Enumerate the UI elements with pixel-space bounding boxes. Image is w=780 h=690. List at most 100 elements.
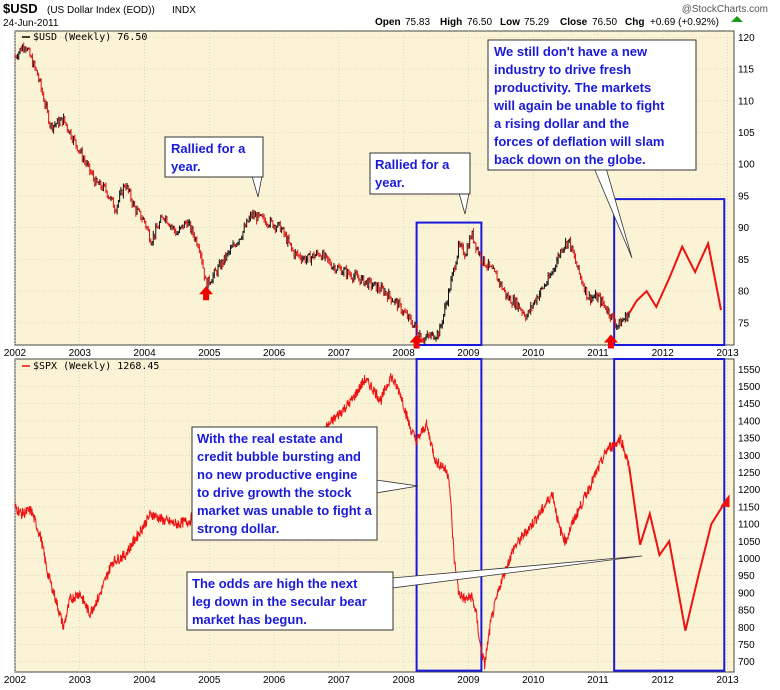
usd-y-ticks: 75 80 85 90 95 100 105 110 115 120 bbox=[738, 33, 755, 329]
exchange-label: INDX bbox=[172, 5, 196, 16]
up-arrow-icon bbox=[603, 334, 618, 349]
x-tick-label: 2002 bbox=[4, 348, 27, 359]
x-tick-label: 2004 bbox=[133, 675, 156, 686]
high-label: High bbox=[440, 17, 462, 28]
x-tick-label: 2008 bbox=[393, 348, 416, 359]
spx-highlight-boxes bbox=[415, 358, 726, 672]
x-tick-label: 2005 bbox=[198, 675, 221, 686]
date-label: 24-Jun-2011 bbox=[3, 18, 59, 29]
callout-rallied-1-text: Rallied for a year. bbox=[171, 141, 249, 174]
x-tick-label: 2010 bbox=[522, 675, 545, 686]
y-tick-label: 1250 bbox=[738, 468, 761, 479]
x-tick-label: 2013 bbox=[716, 348, 739, 359]
y-tick-label: 110 bbox=[738, 96, 754, 107]
callout-productivity bbox=[487, 39, 697, 171]
close-label: Close bbox=[560, 17, 588, 28]
high-value: 76.50 bbox=[467, 17, 492, 28]
x-tick-label: 2013 bbox=[716, 675, 739, 686]
y-tick-label: 90 bbox=[738, 223, 750, 234]
y-tick-label: 800 bbox=[738, 623, 755, 634]
chg-value: +0.69 (+0.92%) bbox=[650, 17, 719, 28]
watermark: @StockCharts.com bbox=[682, 4, 768, 15]
projection-line bbox=[628, 240, 722, 314]
callout-bubble bbox=[191, 426, 378, 541]
y-tick-label: 750 bbox=[738, 640, 755, 651]
usd-markers bbox=[199, 286, 618, 349]
x-tick-label: 2012 bbox=[652, 348, 675, 359]
y-tick-label: 950 bbox=[738, 571, 755, 582]
y-tick-label: 80 bbox=[738, 287, 750, 298]
up-triangle-icon bbox=[731, 16, 743, 22]
low-label: Low bbox=[500, 17, 520, 28]
x-tick-label: 2009 bbox=[457, 348, 480, 359]
x-tick-label: 2006 bbox=[263, 348, 286, 359]
up-arrow-icon bbox=[199, 286, 214, 301]
y-tick-label: 1550 bbox=[738, 365, 761, 376]
x-tick-label: 2005 bbox=[198, 348, 221, 359]
spx-legend: $SPX (Weekly) 1268.45 bbox=[33, 361, 159, 372]
y-tick-label: 1400 bbox=[738, 416, 761, 427]
callout-rallied-1 bbox=[164, 136, 264, 178]
y-tick-label: 85 bbox=[738, 255, 750, 266]
usd-highlight-boxes bbox=[415, 198, 726, 346]
y-tick-label: 900 bbox=[738, 588, 755, 599]
x-tick-label: 2003 bbox=[69, 675, 92, 686]
usd-projection bbox=[628, 240, 722, 314]
close-value: 76.50 bbox=[592, 17, 617, 28]
annotation-callouts: Rallied for a year. Rallied for a year. … bbox=[164, 39, 697, 631]
y-tick-label: 1300 bbox=[738, 451, 761, 462]
y-tick-label: 1200 bbox=[738, 485, 761, 496]
usd-x-ticks: 2002 2003 2004 2005 2006 2007 2008 2009 2010 2011… bbox=[4, 348, 739, 359]
low-value: 75.29 bbox=[524, 17, 549, 28]
x-tick-label: 2010 bbox=[522, 348, 545, 359]
spx-x-ticks: 2002 2003 2004 2005 2006 2007 2008 2009 2010 2011… bbox=[4, 675, 739, 686]
y-tick-label: 120 bbox=[738, 33, 755, 44]
open-value: 75.83 bbox=[405, 17, 430, 28]
chg-label: Chg bbox=[625, 17, 644, 28]
x-tick-label: 2008 bbox=[393, 675, 416, 686]
callout-productivity-text: We still don't have a new industry to dr… bbox=[493, 44, 668, 167]
x-tick-label: 2004 bbox=[133, 348, 156, 359]
usd-legend: $USD (Weekly) 76.50 bbox=[33, 32, 147, 43]
y-tick-label: 105 bbox=[738, 128, 755, 139]
open-label: Open bbox=[375, 17, 401, 28]
y-tick-label: 1050 bbox=[738, 537, 761, 548]
callout-rallied-2 bbox=[369, 152, 471, 195]
projection-arrowhead bbox=[720, 494, 730, 508]
x-tick-label: 2007 bbox=[328, 348, 351, 359]
callout-bubble-text: With the real estate and credit bubble b… bbox=[197, 431, 375, 536]
x-tick-label: 2003 bbox=[69, 348, 92, 359]
x-tick-label: 2002 bbox=[4, 675, 27, 686]
y-tick-label: 1450 bbox=[738, 399, 761, 410]
y-tick-label: 1500 bbox=[738, 382, 761, 393]
callout-bear-market bbox=[186, 571, 394, 631]
x-tick-label: 2009 bbox=[457, 675, 480, 686]
spx-projection bbox=[628, 466, 730, 631]
x-tick-label: 2011 bbox=[587, 675, 609, 686]
y-tick-label: 700 bbox=[738, 657, 755, 668]
x-tick-label: 2007 bbox=[328, 675, 351, 686]
symbol-label: $USD bbox=[3, 1, 38, 16]
y-tick-label: 75 bbox=[738, 318, 750, 329]
highlight-box bbox=[415, 358, 483, 672]
callout-bear-market-text: The odds are high the next leg down in t… bbox=[192, 576, 370, 627]
y-tick-label: 100 bbox=[738, 160, 755, 171]
up-arrow-icon bbox=[409, 334, 424, 349]
spx-panel: 700 750 800 850 900 950 1000 1050 1100 1150 1200 12… bbox=[4, 358, 761, 686]
highlight-box bbox=[613, 358, 726, 672]
x-tick-label: 2006 bbox=[263, 675, 286, 686]
projection-line bbox=[628, 466, 729, 631]
y-tick-label: 1000 bbox=[738, 554, 761, 565]
spx-y-ticks: 700 750 800 850 900 950 1000 1050 1100 1150 1200 12… bbox=[738, 365, 761, 668]
usd-price-bars bbox=[14, 42, 631, 345]
x-tick-label: 2012 bbox=[652, 675, 675, 686]
y-tick-label: 850 bbox=[738, 606, 755, 617]
highlight-box bbox=[415, 221, 483, 346]
y-tick-label: 1350 bbox=[738, 434, 761, 445]
x-tick-label: 2011 bbox=[587, 348, 609, 359]
y-tick-label: 1100 bbox=[738, 520, 760, 531]
highlight-box bbox=[613, 198, 726, 346]
y-tick-label: 95 bbox=[738, 191, 750, 202]
y-tick-label: 115 bbox=[738, 65, 754, 76]
